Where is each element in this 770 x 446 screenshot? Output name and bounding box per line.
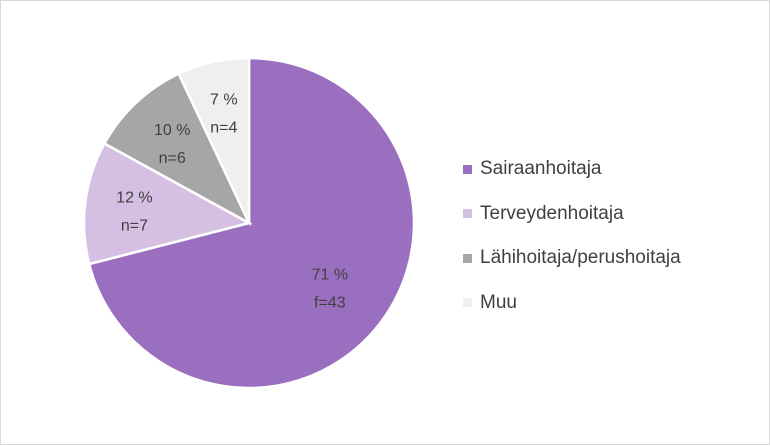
legend-label: Lähihoitaja/perushoitaja [480,247,681,269]
legend-item-terveydenhoitaja: Terveydenhoitaja [463,192,763,237]
slice-count-label: n=6 [159,150,186,167]
slice-percent-label: 71 % [312,267,348,284]
slice-count-label: n=4 [210,119,237,136]
legend-item-muu: Muu [463,281,763,326]
legend-label: Muu [480,291,517,313]
legend-item-lahihoitaja: Lähihoitaja/perushoitaja [463,236,763,281]
slice-percent-label: 10 % [154,122,190,139]
slice-count-label: n=7 [121,218,148,235]
legend-item-sairaanhoitaja: Sairaanhoitaja [463,147,763,192]
legend-swatch [463,253,472,263]
legend-swatch [463,164,472,174]
slice-count-label: f=43 [314,295,346,312]
legend: Sairaanhoitaja Terveydenhoitaja Lähihoit… [463,147,763,325]
legend-swatch [463,298,472,308]
legend-label: Sairaanhoitaja [480,158,602,180]
slice-lahihoitaja [102,72,252,226]
slice-percent-label: 12 % [116,190,152,207]
pie-slices [82,56,416,390]
slice-terveydenhoitaja [82,141,253,266]
slice-sairaanhoitaja [87,56,416,390]
slice-percent-label: 7 % [210,91,238,108]
legend-swatch [463,209,472,219]
pie-labels: 71 % f=43 12 % n=7 10 % n=6 7 % n=4 [116,91,348,311]
slice-muu [177,56,251,224]
legend-label: Terveydenhoitaja [480,202,624,224]
